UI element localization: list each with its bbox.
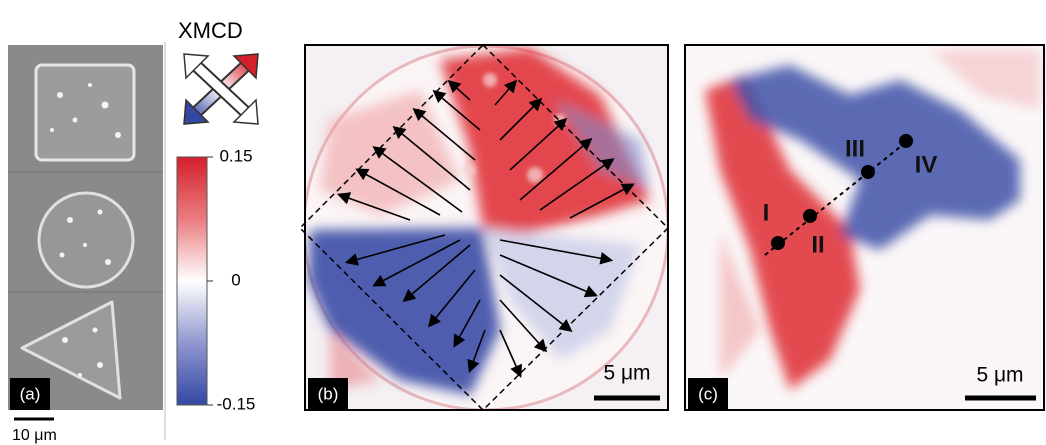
scale-bar-label: 5 μm	[603, 362, 650, 385]
frame	[684, 44, 1045, 411]
panel-b: (b) 5 μm	[298, 43, 670, 412]
frame	[304, 44, 669, 411]
panel-a: (a) 10 μm	[8, 45, 163, 444]
point-label: II	[811, 231, 824, 258]
points	[771, 134, 913, 250]
colorbar-gradient	[176, 156, 208, 406]
line-profile	[764, 134, 916, 256]
square-disk	[34, 63, 136, 162]
colorbar-tick-label: -0.15	[217, 394, 256, 413]
magnetization-arrows	[336, 79, 635, 378]
circular-disk	[37, 191, 135, 289]
direction-icon	[183, 53, 259, 125]
panel-label: (a)	[20, 384, 41, 403]
colorbar: XMCD 0.15 0 -0.15	[176, 18, 259, 413]
scale-bar-label: 10 μm	[12, 427, 57, 444]
point-label: I	[763, 199, 770, 226]
point-label: IV	[915, 151, 938, 178]
label-box	[688, 378, 728, 410]
particles	[50, 83, 121, 377]
triangle-disk	[20, 300, 122, 400]
scale-bar-label: 5 μm	[976, 364, 1023, 387]
panel-c: I II III IV (c) 5 μm	[684, 44, 1045, 411]
panel-label: (b)	[318, 384, 339, 403]
colorbar-tick-label: 0	[231, 270, 240, 289]
colorbar-tick-label: 0.15	[219, 146, 252, 165]
label-box	[308, 378, 348, 410]
colorbar-title: XMCD	[178, 18, 243, 43]
label-box	[10, 378, 50, 410]
panel-label: (c)	[698, 384, 718, 403]
point-label: III	[845, 135, 865, 162]
